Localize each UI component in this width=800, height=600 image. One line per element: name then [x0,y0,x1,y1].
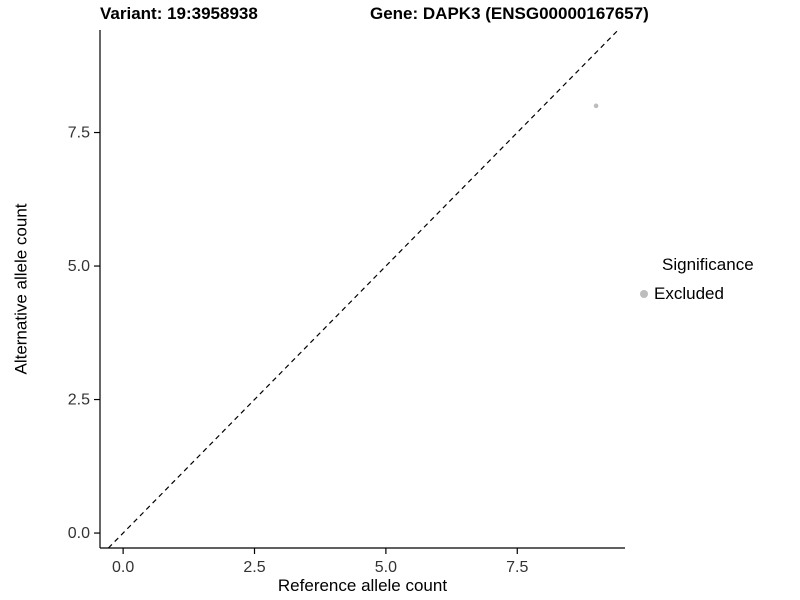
y-axis-title-container: Alternative allele count [10,30,34,548]
y-tick-label: 7.5 [68,125,90,142]
identity-line [107,29,619,549]
legend-title: Significance [662,255,754,274]
variant-title: Variant: 19:3958938 [100,4,258,23]
y-tick-label: 0.0 [68,525,90,542]
legend-point-icon [640,290,648,298]
data-point [593,103,599,109]
x-tick-label: 2.5 [243,559,265,576]
x-tick-label: 0.0 [112,559,134,576]
legend: Significance Excluded [640,255,754,304]
legend-item-excluded: Excluded [640,284,754,304]
y-axis-title: Alternative allele count [12,203,32,375]
y-tick-label: 5.0 [68,258,90,275]
x-axis-title: Reference allele count [277,576,448,595]
x-tick-label: 5.0 [375,559,397,576]
y-tick-label: 2.5 [68,392,90,409]
gene-title: Gene: DAPK3 (ENSG00000167657) [370,4,649,23]
x-tick-label: 7.5 [506,559,528,576]
legend-item-label: Excluded [654,284,724,303]
